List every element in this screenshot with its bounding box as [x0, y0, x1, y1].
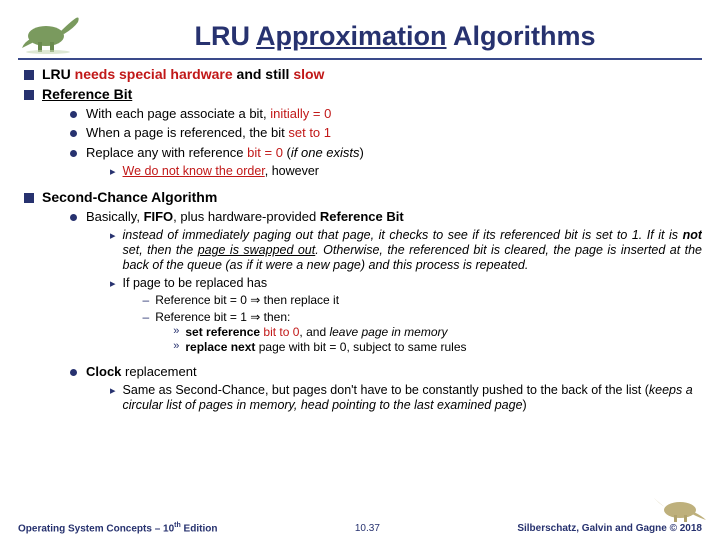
text: Same as Second-Chance, but pages don't h…: [123, 383, 702, 413]
dino-left-icon: [18, 8, 88, 54]
bullet-list-l5: » set reference bit to 0, and leave page …: [155, 325, 702, 355]
square-bullet-icon: [24, 193, 34, 203]
bullet-list-l3: ▸ We do not know the order, however: [86, 164, 364, 180]
bullet-second-chance: Second-Chance Algorithm Basically, FIFO,…: [24, 189, 702, 420]
dino-right-icon: [650, 488, 710, 524]
dot-bullet-icon: [70, 214, 77, 221]
raquo-bullet-icon: »: [173, 325, 179, 338]
dot-bullet-icon: [70, 111, 77, 118]
arrow-bullet-icon: ▸: [110, 230, 116, 244]
l3-item: ▸ If page to be replaced has –Reference …: [110, 276, 702, 358]
footer: Operating System Concepts – 10th Edition…: [18, 522, 702, 534]
text: Reference Bit With each page associate a…: [42, 86, 364, 186]
text: Reference bit = 0 ⇒ then replace it: [155, 293, 702, 307]
text: Basically, FIFO, plus hardware-provided …: [86, 209, 702, 361]
text: instead of immediately paging out that p…: [123, 228, 702, 273]
bullet-lru-hardware: LRU needs special hardware and still slo…: [24, 66, 702, 84]
title-rule: [18, 58, 702, 60]
arrow-bullet-icon: ▸: [110, 166, 116, 180]
l2-item-clock: Clock replacement ▸Same as Second-Chance…: [70, 364, 702, 416]
l2-item: Replace any with reference bit = 0 (if o…: [70, 145, 364, 183]
dash-bullet-icon: –: [143, 310, 150, 324]
title-row: LRUApproximation Algorithms: [18, 8, 702, 54]
text: Replace any with reference bit = 0 (if o…: [86, 145, 364, 183]
title-pre: LRU: [194, 21, 250, 51]
content: LRU needs special hardware and still slo…: [18, 66, 702, 496]
l3-item: ▸ We do not know the order, however: [110, 164, 364, 180]
l3-item: ▸ Same as Second-Chance, but pages don't …: [110, 383, 702, 413]
text: replace next page with bit = 0, subject …: [185, 340, 466, 354]
text: Clock replacement ▸Same as Second-Chance…: [86, 364, 702, 416]
bullet-list-l3: ▸ instead of immediately paging out that …: [86, 228, 702, 358]
dash-bullet-icon: –: [143, 293, 150, 307]
text: Second-Chance Algorithm Basically, FIFO,…: [42, 189, 702, 420]
l2-item: When a page is referenced, the bit set t…: [70, 125, 364, 141]
text: If page to be replaced has –Reference bi…: [123, 276, 702, 358]
raquo-bullet-icon: »: [173, 340, 179, 353]
l4-item: – Reference bit = 1 ⇒ then: »set referen…: [143, 310, 702, 356]
bullet-list-l2: With each page associate a bit, initiall…: [42, 106, 364, 183]
dot-bullet-icon: [70, 130, 77, 137]
text: With each page associate a bit, initiall…: [86, 106, 364, 122]
text: set reference bit to 0, and leave page i…: [185, 325, 447, 339]
l3-item: ▸ instead of immediately paging out that …: [110, 228, 702, 273]
square-bullet-icon: [24, 90, 34, 100]
text: We do not know the order, however: [123, 164, 364, 179]
text: When a page is referenced, the bit set t…: [86, 125, 364, 141]
second-chance-label: Second-Chance Algorithm: [42, 189, 217, 205]
footer-left: Operating System Concepts – 10th Edition: [18, 522, 217, 534]
l5-item: » replace next page with bit = 0, subject…: [173, 340, 702, 354]
arrow-bullet-icon: ▸: [110, 385, 116, 399]
footer-copyright: Silberschatz, Galvin and Gagne © 2018: [517, 523, 702, 534]
bullet-list-l2: Basically, FIFO, plus hardware-provided …: [42, 209, 702, 416]
slide-container: LRUApproximation Algorithms LRU needs sp…: [0, 0, 720, 540]
title-underlined: Approximation: [256, 21, 447, 51]
slide-title: LRUApproximation Algorithms: [88, 21, 702, 54]
square-bullet-icon: [24, 70, 34, 80]
l2-item: With each page associate a bit, initiall…: [70, 106, 364, 122]
dot-bullet-icon: [70, 369, 77, 376]
text: Reference bit = 1 ⇒ then: »set reference…: [155, 310, 702, 356]
arrow-bullet-icon: ▸: [110, 278, 116, 292]
footer-page-number: 10.37: [355, 523, 380, 534]
text: LRU needs special hardware and still slo…: [42, 66, 324, 84]
ref-bit-label: Reference Bit: [42, 86, 132, 102]
l4-item: –Reference bit = 0 ⇒ then replace it: [143, 293, 702, 307]
l2-item: Basically, FIFO, plus hardware-provided …: [70, 209, 702, 361]
bullet-list-l1: LRU needs special hardware and still slo…: [18, 66, 702, 419]
bullet-list-l4: –Reference bit = 0 ⇒ then replace it – R…: [123, 293, 702, 356]
title-post: Algorithms: [453, 21, 596, 51]
bullet-list-l3: ▸ Same as Second-Chance, but pages don't …: [86, 383, 702, 413]
dot-bullet-icon: [70, 150, 77, 157]
bullet-reference-bit: Reference Bit With each page associate a…: [24, 86, 702, 186]
l5-item: » set reference bit to 0, and leave page …: [173, 325, 702, 339]
